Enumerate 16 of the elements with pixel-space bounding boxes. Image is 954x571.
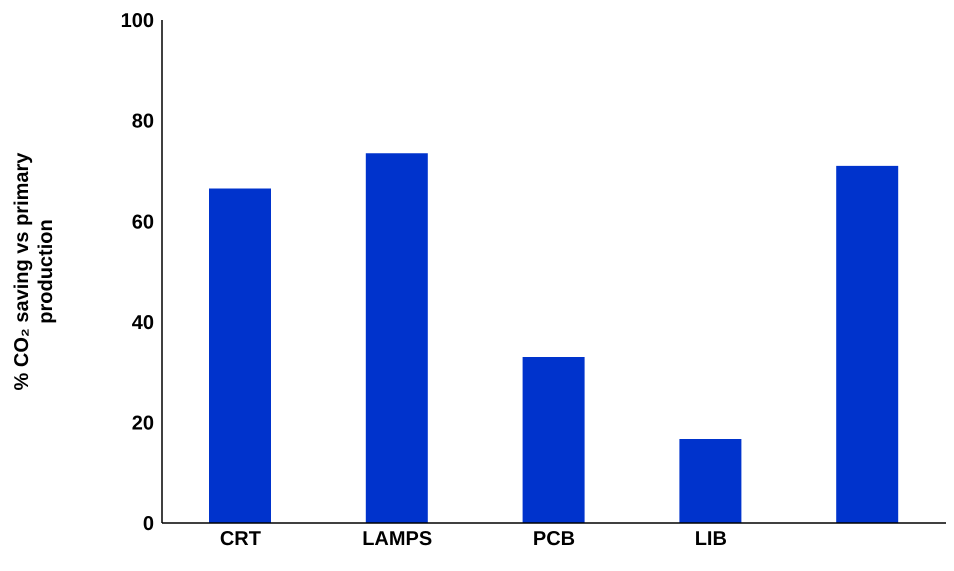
- x-tick-label: LAMPS: [362, 528, 432, 550]
- y-tick-label: 0: [142, 513, 154, 536]
- x-tick-label: CRT: [220, 528, 261, 550]
- bar: [522, 357, 585, 523]
- y-axis-title: % CO₂ saving vs primary production: [11, 152, 57, 390]
- y-tick-label: 60: [132, 211, 154, 234]
- bar: [366, 153, 428, 523]
- x-tick-label: PCB: [532, 528, 576, 550]
- x-tick-label: LIB: [694, 528, 727, 550]
- y-tick-label: 20: [132, 412, 154, 434]
- bar: [209, 188, 271, 523]
- y-tick-label: 40: [132, 312, 154, 334]
- bar: [836, 166, 898, 523]
- y-tick-label: 100: [120, 10, 154, 32]
- y-tick-label: 80: [132, 110, 154, 133]
- bar: [679, 439, 742, 523]
